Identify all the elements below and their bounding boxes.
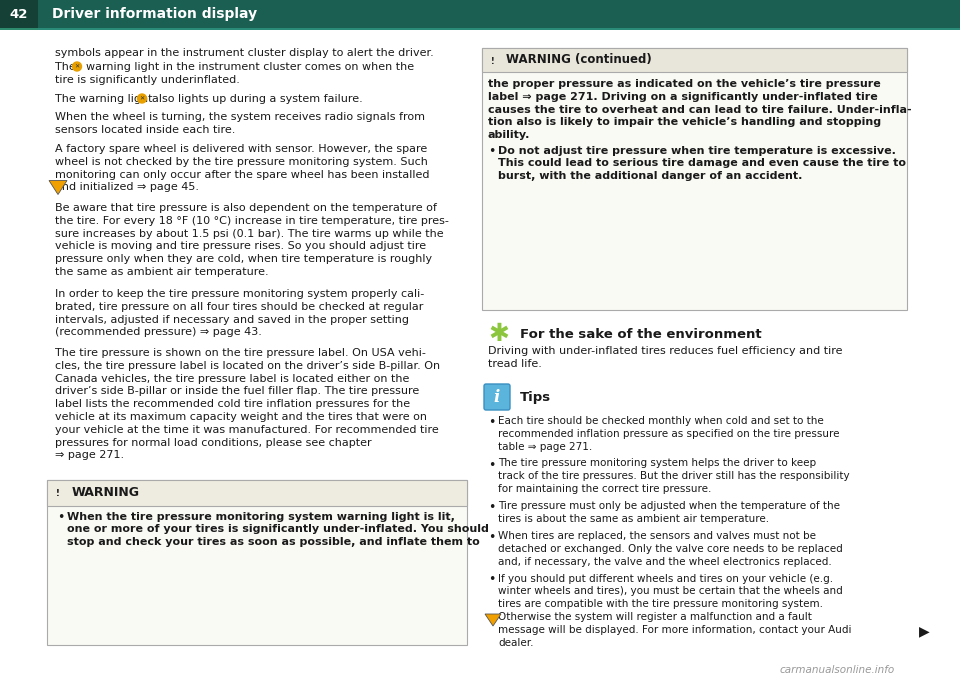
- Text: When the tire pressure monitoring system warning light is lit,
one or more of yo: When the tire pressure monitoring system…: [67, 511, 489, 547]
- Text: The tire pressure is shown on the tire pressure label. On USA vehi-
cles, the ti: The tire pressure is shown on the tire p…: [55, 348, 440, 460]
- Circle shape: [73, 62, 82, 71]
- Text: When the wheel is turning, the system receives radio signals from
sensors locate: When the wheel is turning, the system re…: [55, 112, 425, 135]
- Text: also lights up during a system failure.: also lights up during a system failure.: [152, 94, 363, 103]
- Bar: [482, 48, 907, 72]
- Text: When tires are replaced, the sensors and valves must not be
detached or exchange: When tires are replaced, the sensors and…: [498, 531, 843, 566]
- Text: ▶: ▶: [920, 624, 930, 638]
- Text: ✕: ✕: [74, 64, 80, 69]
- FancyBboxPatch shape: [484, 384, 510, 410]
- Text: Tips: Tips: [520, 390, 551, 403]
- Polygon shape: [49, 180, 67, 194]
- Text: •: •: [488, 501, 495, 514]
- Text: In order to keep the tire pressure monitoring system properly cali-
brated, tire: In order to keep the tire pressure monit…: [55, 289, 424, 337]
- Text: •: •: [488, 458, 495, 471]
- Bar: [0, 28, 960, 30]
- Text: The: The: [55, 61, 80, 71]
- Text: Do not adjust tire pressure when tire temperature is excessive.
This could lead : Do not adjust tire pressure when tire te…: [498, 146, 906, 181]
- Text: WARNING: WARNING: [72, 486, 140, 499]
- Text: ✱: ✱: [488, 322, 509, 346]
- Text: 42: 42: [10, 7, 28, 20]
- Text: For the sake of the environment: For the sake of the environment: [520, 328, 761, 341]
- Bar: [0, 0, 38, 28]
- Text: Tire pressure must only be adjusted when the temperature of the
tires is about t: Tire pressure must only be adjusted when…: [498, 501, 840, 524]
- Circle shape: [137, 94, 147, 103]
- Bar: [38, 28, 960, 30]
- Bar: [482, 48, 907, 310]
- Text: the proper pressure as indicated on the vehicle’s tire pressure
label ⇒ page 271: the proper pressure as indicated on the …: [488, 79, 912, 140]
- Bar: [0, 0, 960, 28]
- Bar: [47, 479, 467, 645]
- Text: ✕: ✕: [139, 96, 145, 101]
- Text: •: •: [488, 573, 495, 586]
- Text: If you should put different wheels and tires on your vehicle (e.g.
winter wheels: If you should put different wheels and t…: [498, 573, 852, 647]
- Text: !: !: [56, 489, 60, 498]
- Text: Driving with under-inflated tires reduces fuel efficiency and tire
tread life.: Driving with under-inflated tires reduce…: [488, 346, 843, 369]
- Text: i: i: [493, 388, 500, 405]
- Text: The warning light: The warning light: [55, 94, 156, 103]
- Text: A factory spare wheel is delivered with sensor. However, the spare
wheel is not : A factory spare wheel is delivered with …: [55, 144, 429, 192]
- Text: •: •: [57, 511, 64, 524]
- Text: carmanualsonline.info: carmanualsonline.info: [780, 665, 896, 675]
- Text: !: !: [492, 56, 494, 65]
- Text: Driver information display: Driver information display: [52, 7, 257, 21]
- Text: warning light in the instrument cluster comes on when the: warning light in the instrument cluster …: [86, 61, 414, 71]
- Polygon shape: [485, 614, 501, 626]
- Text: WARNING (continued): WARNING (continued): [506, 54, 652, 67]
- Bar: [47, 479, 467, 505]
- Text: •: •: [488, 416, 495, 429]
- Text: symbols appear in the instrument cluster display to alert the driver.: symbols appear in the instrument cluster…: [55, 48, 434, 58]
- Text: •: •: [488, 146, 495, 158]
- Text: Each tire should be checked monthly when cold and set to the
recommended inflati: Each tire should be checked monthly when…: [498, 416, 839, 452]
- Text: •: •: [488, 531, 495, 544]
- Text: The tire pressure monitoring system helps the driver to keep
track of the tire p: The tire pressure monitoring system help…: [498, 458, 850, 494]
- Text: tire is significantly underinflated.: tire is significantly underinflated.: [55, 75, 240, 85]
- Text: Be aware that tire pressure is also dependent on the temperature of
the tire. Fo: Be aware that tire pressure is also depe…: [55, 203, 449, 277]
